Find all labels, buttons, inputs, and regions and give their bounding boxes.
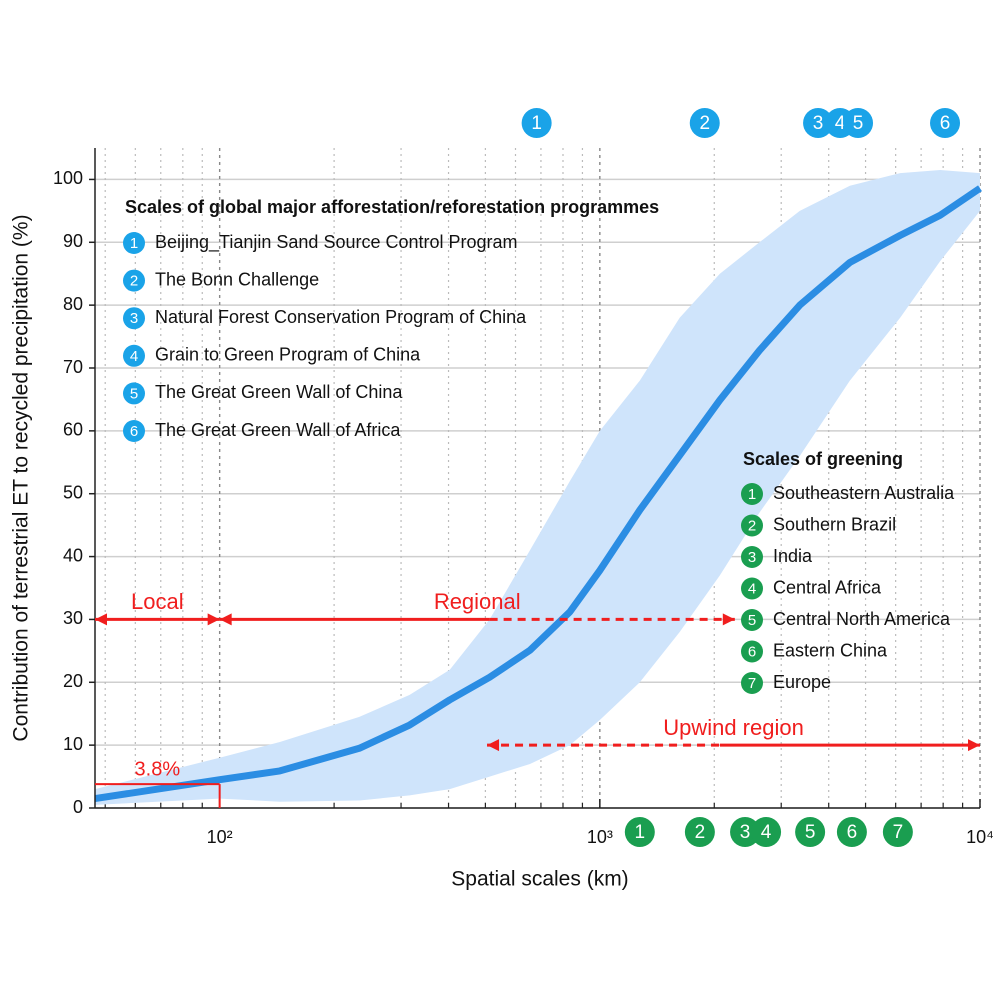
- legend-label: Natural Forest Conservation Program of C…: [155, 307, 527, 327]
- x-tick-label: 10²: [207, 827, 233, 847]
- annotation-label: Regional: [434, 589, 521, 614]
- legend-label: Central North America: [773, 609, 951, 629]
- legend-marker-label: 1: [130, 235, 138, 252]
- legend-marker: [123, 307, 145, 330]
- scale-marker: [624, 817, 655, 847]
- threshold-label: 3.8%: [135, 758, 181, 780]
- legend-marker: [123, 344, 145, 367]
- legend-label: The Great Green Wall of Africa: [155, 420, 401, 440]
- y-tick-label: 30: [63, 608, 83, 628]
- scale-marker-label: 1: [531, 113, 542, 134]
- legend-label: Europe: [773, 672, 831, 692]
- legend-label: India: [773, 546, 813, 566]
- arrowhead: [207, 613, 220, 626]
- annotation-label: Local: [131, 589, 184, 614]
- legend-label: Central Africa: [773, 577, 882, 597]
- annotation-label: Upwind region: [663, 715, 804, 740]
- y-tick-label: 100: [53, 168, 83, 188]
- legend-marker-label: 4: [130, 348, 138, 365]
- scale-marker-label: 6: [940, 113, 951, 134]
- legend-marker: [123, 420, 145, 442]
- x-axis-label: Spatial scales (km): [451, 868, 628, 891]
- scale-marker-label: 2: [699, 113, 710, 134]
- line: [94, 185, 982, 803]
- scale-marker: [803, 108, 834, 138]
- legend-marker-label: 2: [748, 517, 756, 534]
- legend-label: Southeastern Australia: [773, 483, 955, 503]
- arrowhead: [219, 613, 232, 626]
- scale-marker-label: 6: [847, 822, 858, 843]
- y-tick-label: 90: [63, 231, 83, 251]
- y-tick-label: 10: [63, 734, 83, 754]
- scale-marker-label: 2: [695, 822, 706, 843]
- y-tick-label: 20: [63, 671, 83, 691]
- scale-marker: [836, 817, 867, 847]
- y-tick-label: 40: [63, 545, 83, 565]
- arrowhead: [487, 739, 500, 752]
- legend-marker: [741, 577, 763, 600]
- legend-marker: [741, 483, 763, 505]
- scale-marker: [751, 817, 782, 847]
- scale-marker: [689, 108, 720, 138]
- legend-marker-label: 5: [130, 385, 138, 402]
- arrowhead: [968, 739, 980, 752]
- legend-label: The Great Green Wall of China: [155, 382, 403, 402]
- scale-marker: [882, 817, 913, 847]
- scale-marker: [684, 817, 715, 847]
- legend-marker-label: 3: [130, 310, 138, 327]
- legend-marker: [123, 232, 145, 254]
- arrowhead: [95, 613, 107, 626]
- legend-marker-label: 6: [130, 423, 138, 440]
- scale-marker-label: 4: [835, 113, 846, 134]
- legend-marker: [123, 269, 145, 292]
- scale-marker-label: 4: [761, 822, 772, 843]
- scale-marker-label: 5: [853, 113, 864, 134]
- legend-marker-label: 3: [748, 549, 756, 566]
- y-tick-label: 80: [63, 294, 83, 314]
- legend-marker-label: 1: [748, 486, 756, 503]
- legend-marker-label: 6: [748, 643, 756, 660]
- legend-marker: [123, 382, 145, 405]
- legend-marker: [741, 672, 763, 694]
- legend-title: Scales of global major afforestation/ref…: [125, 197, 659, 217]
- scale-marker: [795, 817, 826, 847]
- x-tick-label: 10³: [587, 827, 613, 847]
- uncertainty-band: [95, 170, 980, 805]
- legend-marker: [741, 514, 763, 537]
- scale-marker: [843, 108, 874, 138]
- legend-marker-label: 4: [748, 580, 756, 597]
- scale-marker: [730, 817, 761, 847]
- x-tick-label: 10⁴: [966, 827, 994, 847]
- legend-marker-label: 5: [748, 612, 756, 629]
- legend-label: Southern Brazil: [773, 514, 896, 534]
- arrowhead: [722, 613, 735, 626]
- legend-marker-label: 7: [748, 675, 756, 692]
- legend-label: Beijing_Tianjin Sand Source Control Prog…: [155, 232, 518, 253]
- legend-label: Grain to Green Program of China: [155, 345, 421, 365]
- legend-label: Eastern China: [773, 640, 888, 660]
- y-axis-label: Contribution of terrestrial ET to recycl…: [10, 214, 33, 741]
- y-tick-label: 0: [73, 797, 83, 817]
- y-tick-label: 60: [63, 420, 83, 440]
- scale-marker-label: 3: [813, 113, 824, 134]
- scale-marker: [930, 108, 961, 138]
- legend-marker: [741, 640, 763, 663]
- scale-marker-label: 3: [740, 822, 751, 843]
- scale-marker-label: 1: [635, 822, 646, 843]
- y-tick-label: 50: [63, 482, 83, 502]
- scale-marker-label: 7: [893, 822, 904, 843]
- legend-marker: [741, 546, 763, 568]
- legend-label: The Bonn Challenge: [155, 269, 319, 289]
- legend-marker: [741, 609, 763, 631]
- legend-marker-label: 2: [130, 273, 138, 290]
- y-tick-label: 70: [63, 357, 83, 377]
- legend-title: Scales of greening: [743, 449, 903, 469]
- scale-marker: [521, 108, 552, 138]
- scale-marker-label: 5: [805, 822, 816, 843]
